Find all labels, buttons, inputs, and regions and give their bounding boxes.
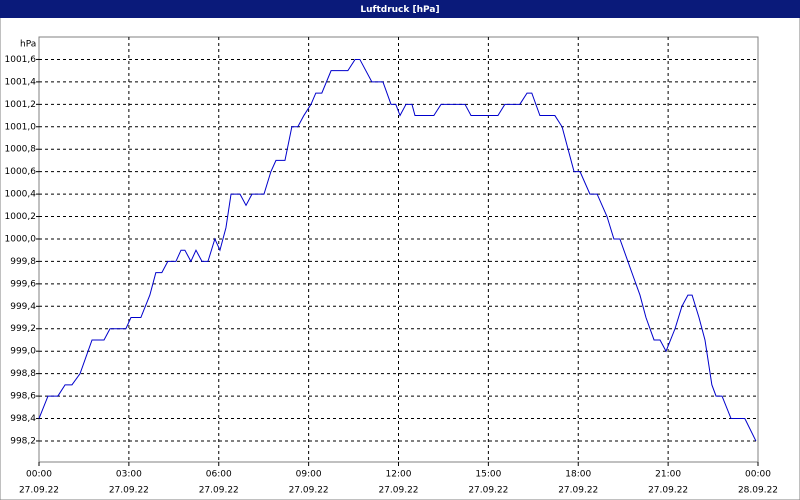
y-tick-label: 998,6 — [10, 392, 36, 402]
y-tick-label: 999,8 — [10, 257, 36, 267]
x-tick-label: 00:00 — [26, 470, 52, 480]
x-tick-date: 27.09.22 — [19, 486, 59, 496]
x-tick-date: 27.09.22 — [648, 486, 688, 496]
x-tick-label: 03:00 — [116, 470, 142, 480]
y-tick-label: 1001,6 — [5, 55, 37, 65]
x-tick-label: 18:00 — [565, 470, 591, 480]
y-tick-label: 1000,8 — [5, 145, 37, 155]
x-tick-label: 21:00 — [655, 470, 681, 480]
y-tick-label: 999,0 — [10, 347, 36, 357]
y-tick-label: 1000,0 — [5, 234, 37, 244]
x-tick-date: 28.09.22 — [738, 486, 778, 496]
y-tick-label: 1001,4 — [5, 77, 37, 87]
y-tick-label: 999,2 — [10, 324, 36, 334]
x-tick-label: 15:00 — [475, 470, 501, 480]
y-tick-label: 1001,0 — [5, 122, 37, 132]
data-line — [38, 58, 757, 442]
y-tick-label: 1000,4 — [5, 190, 37, 200]
y-tick-label: 999,6 — [10, 279, 36, 289]
x-tick-label: 12:00 — [386, 470, 412, 480]
y-tick-label: 999,4 — [10, 302, 36, 312]
y-axis-label: hPa — [20, 40, 36, 50]
x-tick-date: 27.09.22 — [558, 486, 598, 496]
y-tick-label: 998,2 — [10, 436, 36, 446]
x-tick-date: 27.09.22 — [378, 486, 418, 496]
x-tick-date: 27.09.22 — [109, 486, 149, 496]
y-tick-label: 998,8 — [10, 369, 36, 379]
x-tick-date: 27.09.22 — [289, 486, 329, 496]
x-tick-label: 00:00 — [745, 470, 771, 480]
y-tick-label: 1000,2 — [5, 212, 37, 222]
x-tick-label: 06:00 — [206, 470, 232, 480]
title-bar — [0, 0, 800, 18]
x-tick-date: 27.09.22 — [199, 486, 239, 496]
x-tick-label: 09:00 — [296, 470, 322, 480]
y-tick-label: 1001,2 — [5, 100, 37, 110]
y-tick-label: 998,4 — [10, 414, 36, 424]
y-tick-label: 1000,6 — [5, 167, 37, 177]
x-tick-date: 27.09.22 — [468, 486, 508, 496]
chart-title: Luftdruck [hPa] — [360, 5, 439, 15]
